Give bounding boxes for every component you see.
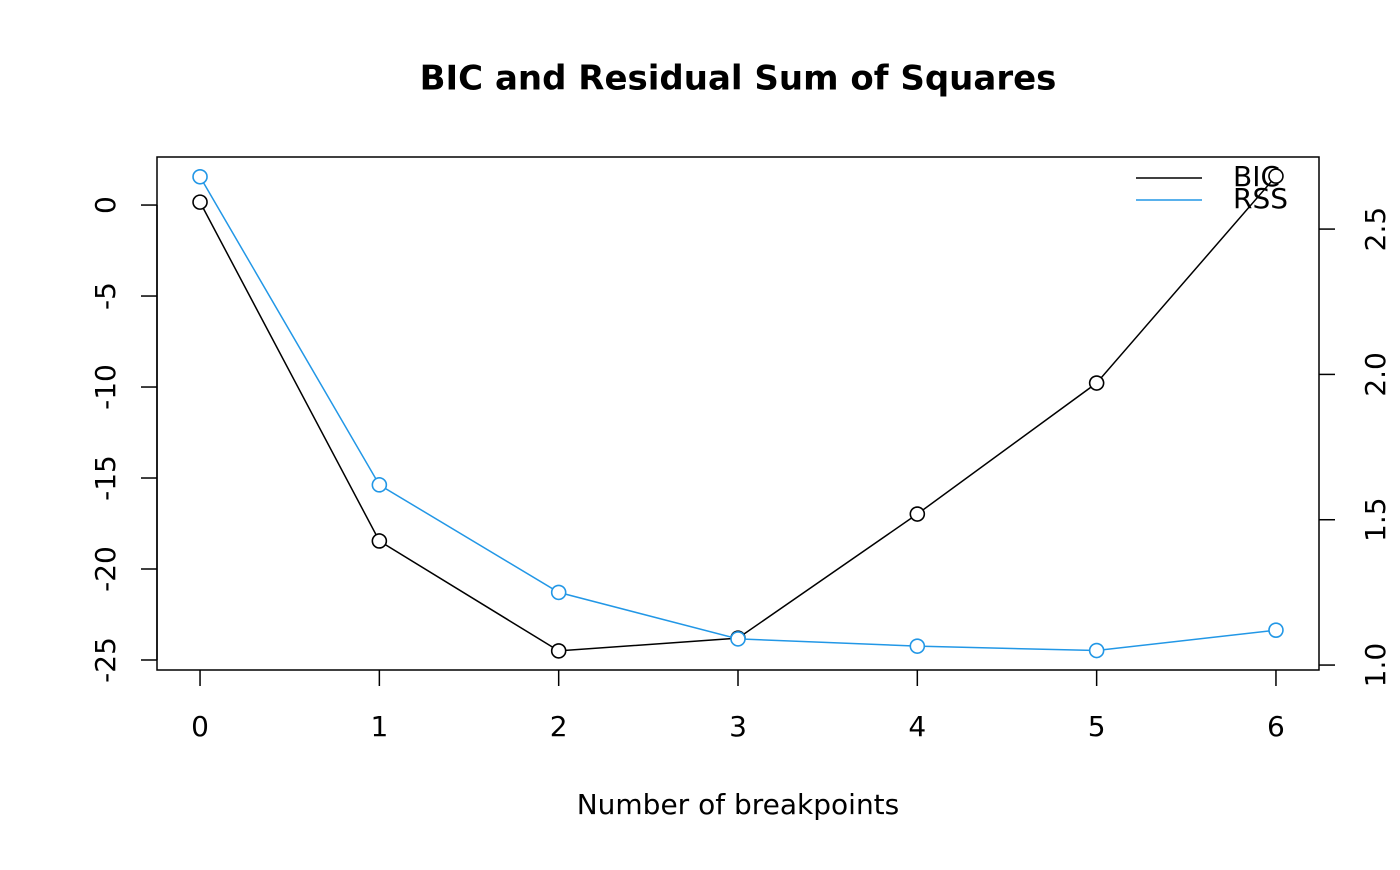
y-tick-label: -10 [89, 364, 122, 410]
data-point [1088, 642, 1105, 659]
data-point [730, 631, 746, 647]
data-point [909, 638, 926, 654]
y-tick-label: -5 [89, 282, 122, 310]
y-tick-label: -20 [89, 546, 122, 592]
x-tick-label: 0 [191, 710, 209, 743]
data-point [1268, 168, 1284, 184]
data-point [1268, 622, 1284, 638]
data-point [192, 168, 208, 185]
x-tick-label: 4 [908, 710, 926, 743]
data-point [371, 533, 388, 549]
x-tick-label: 3 [729, 710, 747, 743]
data-point [550, 643, 567, 659]
x-tick-label: 1 [370, 710, 388, 743]
data-point [192, 194, 208, 210]
data-point [550, 584, 567, 601]
y-tick-label: 0 [89, 196, 122, 214]
series-line [199, 175, 1277, 652]
data-point [909, 506, 926, 522]
y-tick-label: -15 [89, 455, 122, 501]
y2-tick-label: 2.0 [1359, 352, 1392, 397]
y2-tick-label: 1.0 [1359, 643, 1392, 688]
chart-title: BIC and Residual Sum of Squares [420, 59, 1057, 99]
plot-frame [156, 156, 1320, 671]
y2-tick-label: 2.5 [1359, 207, 1392, 252]
y2-tick-label: 1.5 [1359, 497, 1392, 542]
data-point [371, 477, 388, 493]
y-tick-label: -25 [89, 637, 122, 683]
legend-label: RSS [1233, 182, 1288, 215]
x-axis-label: Number of breakpoints [577, 788, 900, 821]
data-point [1088, 375, 1105, 391]
x-tick-label: 5 [1088, 710, 1106, 743]
x-tick-label: 2 [550, 710, 568, 743]
legend-label: BIC [1233, 160, 1280, 193]
x-tick-label: 6 [1267, 710, 1285, 743]
series-line [199, 176, 1277, 652]
